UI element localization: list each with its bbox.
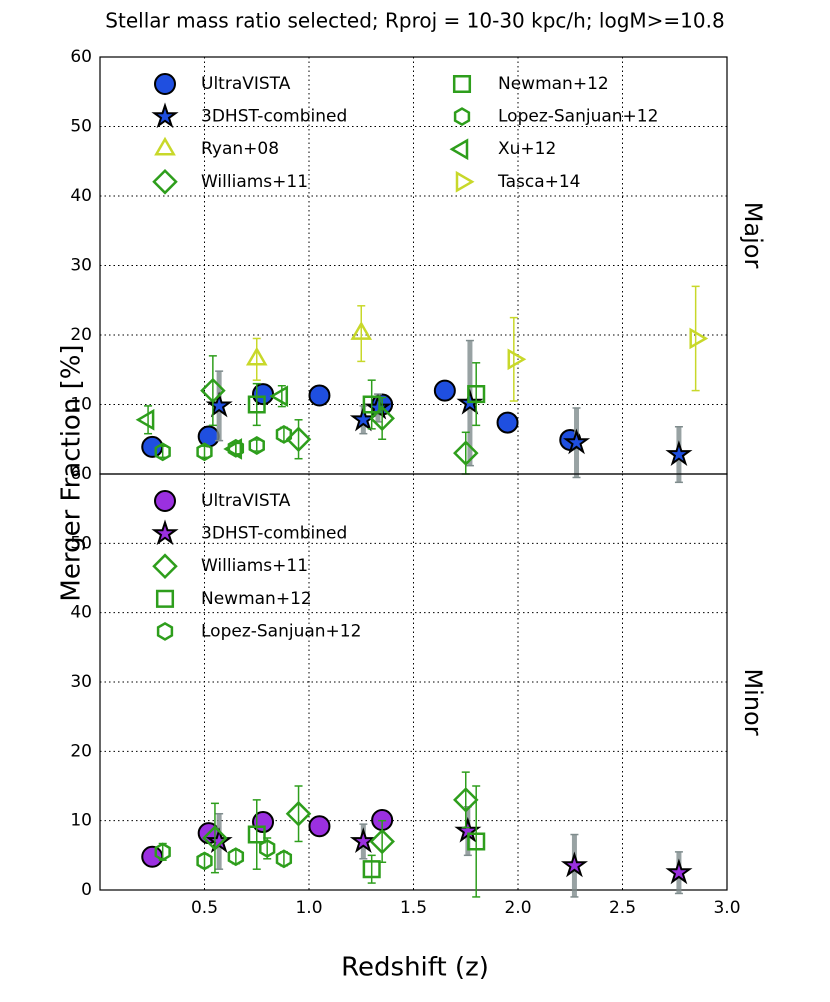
chart-title: Stellar mass ratio selected; Rproj = 10-… bbox=[105, 9, 724, 33]
y-tick-label: 60 bbox=[70, 47, 92, 67]
marker bbox=[453, 787, 479, 813]
legend-marker bbox=[153, 490, 177, 512]
x-tick-label: 3.0 bbox=[713, 898, 740, 918]
x-axis-label: Redshift (z) bbox=[341, 953, 489, 983]
marker bbox=[196, 442, 213, 462]
y-tick-label: 30 bbox=[70, 256, 92, 276]
marker bbox=[689, 327, 709, 350]
x-tick-label: 1.0 bbox=[295, 898, 322, 918]
marker bbox=[275, 849, 293, 869]
legend-label: Williams+11 bbox=[201, 172, 308, 192]
legend-label: Xu+12 bbox=[498, 139, 556, 159]
legend-label: Williams+11 bbox=[201, 556, 308, 576]
legend-marker bbox=[455, 170, 475, 193]
marker bbox=[560, 851, 588, 878]
marker bbox=[135, 408, 155, 431]
marker bbox=[496, 411, 519, 434]
marker bbox=[154, 442, 171, 462]
marker bbox=[308, 384, 331, 407]
x-tick-label: 0.5 bbox=[191, 898, 218, 918]
legend-label: UltraVISTA bbox=[201, 491, 291, 511]
marker bbox=[362, 860, 381, 879]
x-tick-label: 1.5 bbox=[400, 898, 427, 918]
legend-marker bbox=[449, 138, 469, 161]
marker bbox=[227, 438, 245, 458]
y-tick-label: 30 bbox=[70, 672, 92, 692]
marker bbox=[467, 832, 486, 851]
marker bbox=[563, 428, 591, 455]
marker bbox=[285, 800, 312, 827]
x-tick-label: 2.5 bbox=[609, 898, 636, 918]
marker bbox=[245, 346, 268, 366]
marker bbox=[205, 391, 233, 418]
x-tick-label: 2.0 bbox=[504, 898, 531, 918]
marker bbox=[196, 851, 213, 871]
y-tick-label: 40 bbox=[70, 186, 92, 206]
legend-label: Ryan+08 bbox=[201, 139, 279, 159]
legend-marker bbox=[151, 519, 179, 546]
marker bbox=[275, 424, 293, 444]
marker bbox=[247, 395, 266, 414]
y-tick-label: 10 bbox=[70, 811, 92, 831]
legend-label: Newman+12 bbox=[498, 74, 609, 94]
legend-marker bbox=[151, 102, 179, 129]
marker bbox=[259, 838, 276, 858]
marker bbox=[349, 827, 377, 854]
y-tick-label: 60 bbox=[70, 464, 92, 484]
marker bbox=[197, 425, 220, 448]
marker bbox=[269, 385, 289, 407]
marker bbox=[350, 321, 373, 340]
marker bbox=[308, 815, 331, 838]
legend-label: Lopez-Sanjuan+12 bbox=[201, 621, 361, 641]
legend-marker bbox=[154, 136, 176, 156]
panel-label: Minor bbox=[739, 668, 767, 735]
legend-marker bbox=[152, 169, 178, 195]
legend-label: 3DHST-combined bbox=[201, 524, 347, 544]
marker bbox=[154, 842, 171, 862]
marker bbox=[202, 825, 228, 851]
marker bbox=[433, 379, 456, 402]
marker bbox=[665, 858, 693, 885]
y-tick-label: 0 bbox=[81, 880, 92, 900]
marker bbox=[453, 440, 479, 466]
marker bbox=[248, 436, 265, 455]
marker bbox=[369, 828, 395, 855]
legend-label: UltraVISTA bbox=[201, 74, 291, 94]
legend-marker bbox=[153, 73, 177, 95]
marker bbox=[507, 348, 527, 371]
y-tick-label: 10 bbox=[70, 395, 92, 415]
marker bbox=[362, 395, 381, 414]
marker bbox=[227, 847, 245, 867]
legend-marker bbox=[155, 589, 175, 608]
legend-label: Lopez-Sanjuan+12 bbox=[498, 107, 658, 127]
marker bbox=[247, 825, 266, 844]
marker bbox=[200, 377, 226, 404]
y-tick-label: 50 bbox=[70, 117, 92, 137]
legend-marker bbox=[156, 621, 174, 641]
marker bbox=[223, 438, 243, 460]
y-tick-label: 50 bbox=[70, 533, 92, 553]
legend-label: 3DHST-combined bbox=[201, 107, 347, 127]
legend-marker bbox=[453, 107, 471, 127]
marker bbox=[665, 440, 693, 467]
y-tick-label: 20 bbox=[70, 741, 92, 761]
y-axis-label: Merger Fraction [%] bbox=[57, 344, 87, 601]
legend-label: Tasca+14 bbox=[497, 172, 581, 192]
y-tick-label: 40 bbox=[70, 603, 92, 623]
panel-label: Major bbox=[739, 202, 767, 269]
marker bbox=[467, 385, 486, 404]
legend-marker bbox=[452, 74, 472, 94]
plot-frame bbox=[99, 473, 728, 891]
legend-label: Newman+12 bbox=[201, 589, 312, 609]
y-tick-label: 20 bbox=[70, 325, 92, 345]
legend-marker bbox=[152, 553, 178, 579]
